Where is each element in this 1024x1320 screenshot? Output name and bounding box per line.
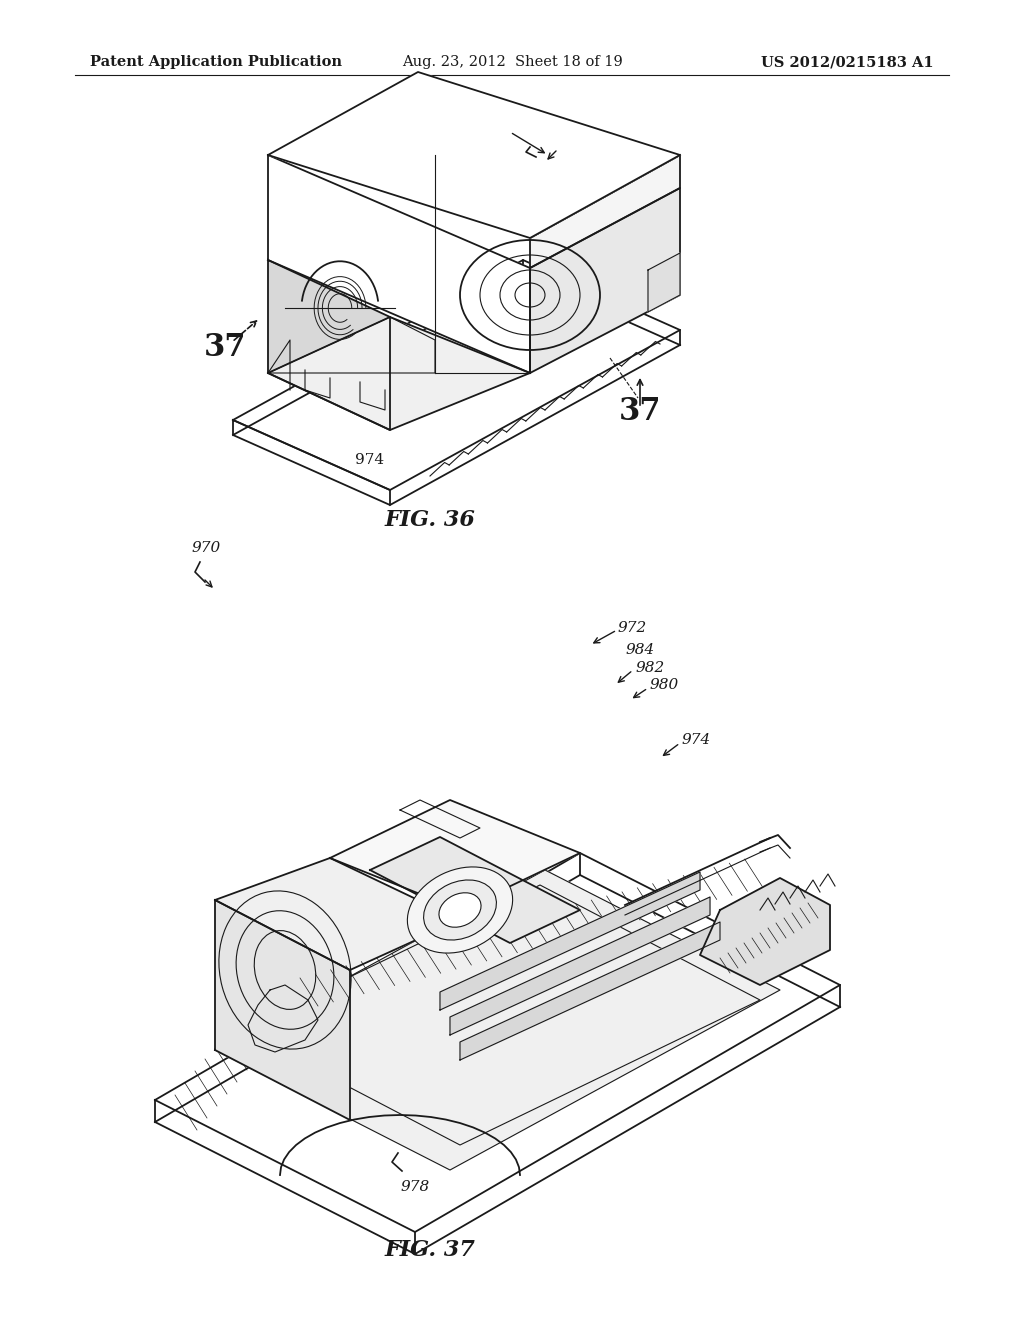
Ellipse shape xyxy=(424,880,497,940)
Polygon shape xyxy=(215,900,350,1119)
Text: 970: 970 xyxy=(494,117,522,132)
Polygon shape xyxy=(215,870,780,1170)
Text: 976: 976 xyxy=(558,141,587,154)
Polygon shape xyxy=(648,253,680,312)
Text: 984: 984 xyxy=(625,643,654,657)
Polygon shape xyxy=(530,187,680,374)
Polygon shape xyxy=(460,921,720,1060)
Polygon shape xyxy=(530,154,680,268)
Polygon shape xyxy=(450,898,710,1035)
Text: Patent Application Publication: Patent Application Publication xyxy=(90,55,342,69)
Polygon shape xyxy=(700,878,830,985)
Polygon shape xyxy=(268,73,680,238)
Text: 980: 980 xyxy=(650,678,679,692)
Ellipse shape xyxy=(408,867,513,953)
Text: FIG. 37: FIG. 37 xyxy=(385,1239,475,1261)
Text: US 2012/0215183 A1: US 2012/0215183 A1 xyxy=(762,55,934,69)
Polygon shape xyxy=(330,800,580,909)
Text: Aug. 23, 2012  Sheet 18 of 19: Aug. 23, 2012 Sheet 18 of 19 xyxy=(401,55,623,69)
Text: 972: 972 xyxy=(618,620,647,635)
Text: 974: 974 xyxy=(682,733,712,747)
Ellipse shape xyxy=(439,892,481,927)
Text: 978: 978 xyxy=(400,1180,430,1195)
Text: 37: 37 xyxy=(618,396,662,428)
Polygon shape xyxy=(155,853,840,1232)
Polygon shape xyxy=(268,154,530,374)
Text: 974: 974 xyxy=(355,453,385,467)
Polygon shape xyxy=(268,260,390,430)
Polygon shape xyxy=(370,837,580,942)
Text: FIG. 36: FIG. 36 xyxy=(385,510,475,531)
Text: 37: 37 xyxy=(204,333,246,363)
Polygon shape xyxy=(268,317,530,430)
Text: 982: 982 xyxy=(635,661,665,675)
Text: 970: 970 xyxy=(193,541,221,554)
Polygon shape xyxy=(215,858,460,970)
Polygon shape xyxy=(440,873,700,1010)
